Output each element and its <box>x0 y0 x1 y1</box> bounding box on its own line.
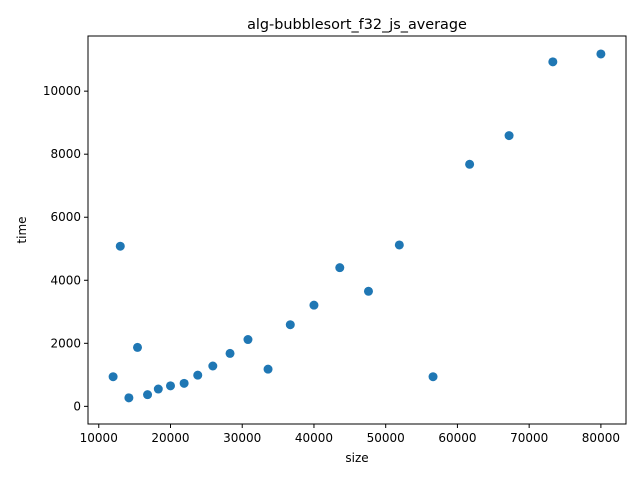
data-points <box>108 49 606 403</box>
data-point <box>363 286 373 296</box>
data-point <box>115 241 125 251</box>
data-point <box>309 300 319 310</box>
data-point <box>208 361 218 371</box>
x-tick-label: 80000 <box>582 431 620 445</box>
y-tick-label: 2000 <box>50 336 81 350</box>
data-point <box>143 390 153 400</box>
data-point <box>504 131 514 141</box>
data-point <box>263 364 273 374</box>
x-tick-label: 60000 <box>438 431 476 445</box>
data-point <box>285 320 295 330</box>
data-point <box>394 240 404 250</box>
data-point <box>243 335 253 345</box>
data-point <box>179 378 189 388</box>
plot-frame <box>87 35 627 425</box>
chart-title: alg-bubblesort_f32_js_average <box>247 17 467 33</box>
y-tick-label: 6000 <box>50 210 81 224</box>
data-point <box>165 381 175 391</box>
x-tick-label: 40000 <box>295 431 333 445</box>
x-tick-label: 30000 <box>223 431 261 445</box>
x-axis: 10000 20000 30000 40000 50000 60000 70000 80000 <box>80 424 620 445</box>
data-point <box>548 57 558 67</box>
data-point <box>428 372 438 382</box>
data-point <box>124 393 134 403</box>
y-tick-label: 0 <box>73 399 81 413</box>
data-point <box>108 372 118 382</box>
y-tick-label: 8000 <box>50 147 81 161</box>
data-point <box>596 49 606 59</box>
data-point <box>153 384 163 394</box>
data-point <box>465 159 475 169</box>
x-tick-label: 50000 <box>367 431 405 445</box>
y-tick-label: 4000 <box>50 273 81 287</box>
data-point <box>193 370 203 380</box>
data-point <box>335 263 345 273</box>
x-tick-label: 20000 <box>151 431 189 445</box>
data-point <box>225 348 235 358</box>
data-point <box>132 342 142 352</box>
x-tick-label: 70000 <box>510 431 548 445</box>
y-tick-label: 10000 <box>43 84 81 98</box>
y-axis: 0 2000 4000 6000 8000 10000 <box>43 84 88 413</box>
x-tick-label: 10000 <box>80 431 118 445</box>
y-axis-label: time <box>15 216 29 243</box>
x-axis-label: size <box>345 451 368 465</box>
